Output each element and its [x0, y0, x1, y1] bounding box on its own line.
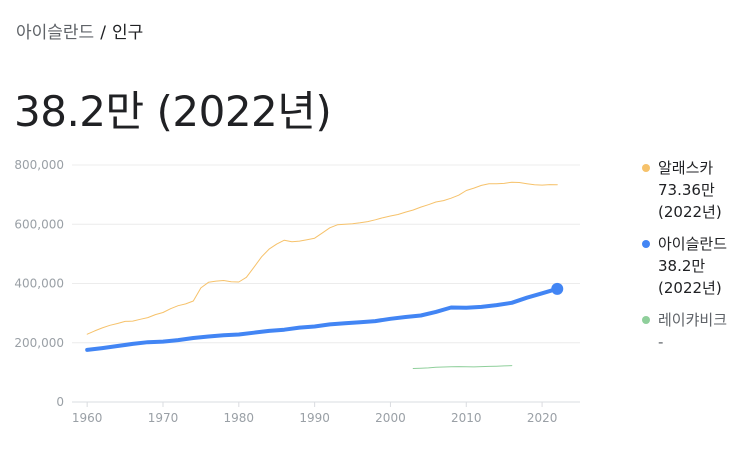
legend-value-reykjavik: -	[658, 333, 664, 351]
x-tick-label: 1990	[299, 411, 330, 425]
legend-value-alaska: 73.36만	[658, 181, 715, 199]
series-line-1	[85, 286, 560, 352]
x-tick-label: 1960	[72, 411, 103, 425]
x-tick-label: 2020	[527, 411, 558, 425]
legend-item-reykjavik[interactable]: 레이캬비크 -	[640, 309, 748, 353]
breadcrumb-separator: /	[100, 23, 106, 43]
legend-item-iceland[interactable]: 아이슬란드 38.2만 (2022년)	[640, 233, 748, 299]
y-tick-label: 0	[56, 395, 64, 409]
legend-item-alaska[interactable]: 알래스카 73.36만 (2022년)	[640, 157, 748, 223]
x-tick-label: 1970	[148, 411, 179, 425]
legend-name-reykjavik: 레이캬비크	[658, 311, 728, 329]
legend-dot-reykjavik	[642, 316, 650, 324]
legend-name-iceland: 아이슬란드	[658, 235, 728, 253]
breadcrumb-parent-link[interactable]: 아이슬란드	[16, 23, 95, 43]
headline-value: 38.2만 (2022년)	[14, 87, 332, 136]
series-endpoint-1	[551, 282, 564, 295]
x-tick-label: 2000	[375, 411, 406, 425]
y-tick-label: 200,000	[14, 336, 64, 350]
y-tick-label: 800,000	[14, 158, 64, 172]
legend-dot-iceland	[642, 240, 650, 248]
legend-dot-alaska	[642, 164, 650, 172]
legend-year-alaska: (2022년)	[658, 203, 722, 221]
breadcrumb: 아이슬란드 / 인구	[16, 18, 143, 43]
chart-legend: 알래스카 73.36만 (2022년) 아이슬란드 38.2만 (2022년) …	[640, 157, 748, 363]
x-tick-label: 2010	[451, 411, 482, 425]
y-tick-label: 400,000	[14, 277, 64, 291]
x-tick-label: 1980	[224, 411, 255, 425]
legend-value-iceland: 38.2만	[658, 257, 706, 275]
legend-name-alaska: 알래스카	[658, 159, 714, 177]
series-line-2	[412, 365, 513, 369]
population-line-chart[interactable]: 0 200,000 400,000 600,000 800,000 1960 1970 198…	[0, 150, 620, 472]
series-line-0	[86, 181, 558, 335]
legend-year-iceland: (2022년)	[658, 279, 722, 297]
breadcrumb-current: 인구	[111, 23, 144, 43]
y-tick-label: 600,000	[14, 217, 64, 231]
